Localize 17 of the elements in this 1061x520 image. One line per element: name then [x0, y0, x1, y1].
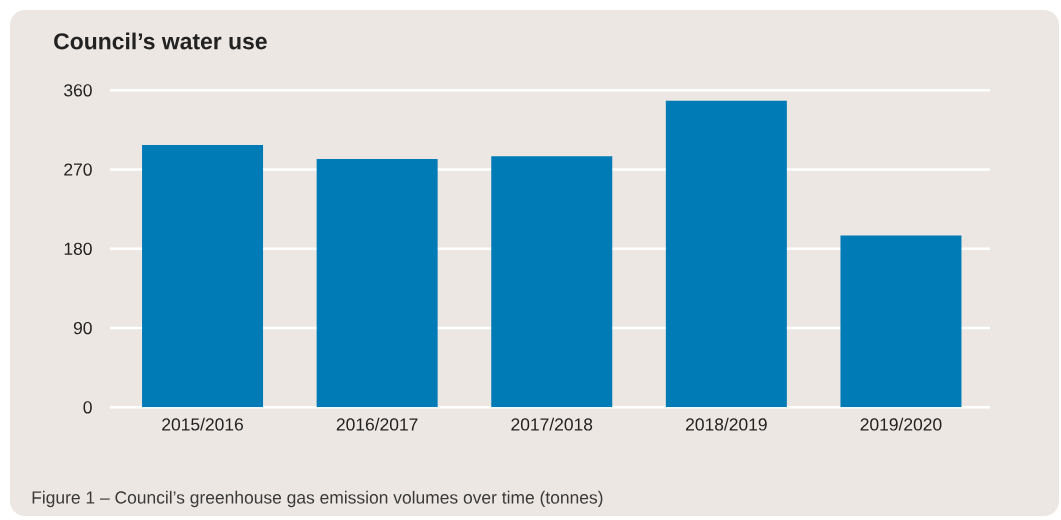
y-tick-label: 270	[64, 163, 92, 176]
bar	[665, 100, 787, 408]
x-tick-label: 2016/2017	[336, 417, 418, 431]
bar	[840, 235, 962, 408]
y-tick-label: 180	[64, 242, 92, 255]
chart-title: Council’s water use	[54, 32, 267, 50]
y-tick-label: 90	[73, 321, 92, 335]
x-tick-label: 2017/2018	[511, 417, 593, 431]
y-tick-label: 0	[83, 401, 92, 414]
bar	[142, 144, 264, 408]
x-tick-label: 2019/2020	[860, 417, 942, 431]
bar	[491, 156, 613, 408]
caption: Figure 1 – Council’s greenhouse gas emission volumes over time (tonnes)	[32, 490, 603, 508]
y-tick-label: 360	[64, 84, 92, 97]
bar	[316, 158, 438, 408]
x-tick-label: 2018/2019	[686, 417, 767, 431]
x-tick-label: 2015/2016	[162, 417, 243, 431]
